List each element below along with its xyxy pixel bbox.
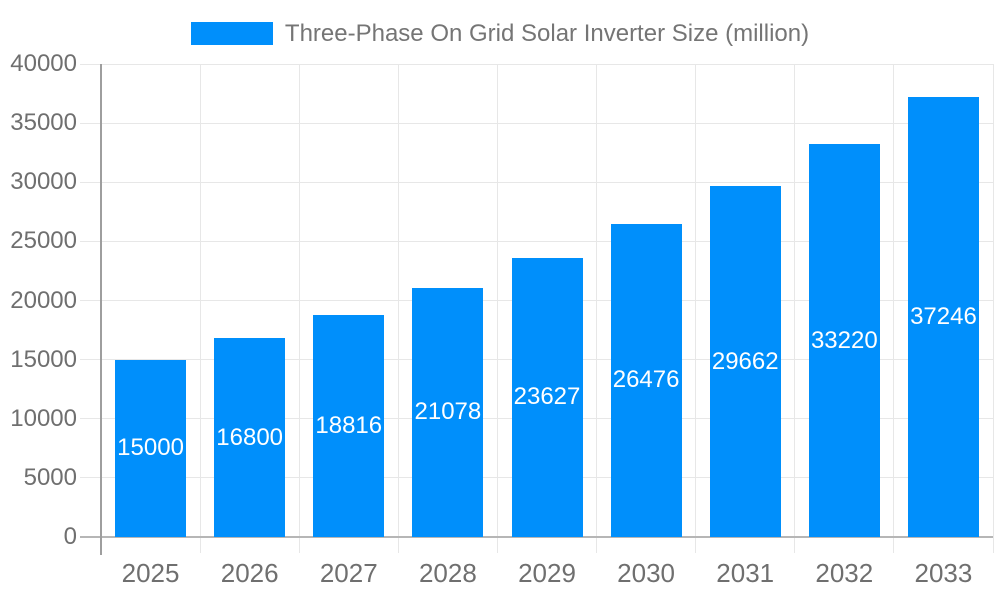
- bar[interactable]: 21078: [412, 287, 484, 537]
- legend-swatch-icon: [190, 22, 273, 45]
- bar-value-label: 37246: [910, 302, 977, 330]
- gridline-h: [80, 181, 993, 183]
- bar[interactable]: 37246: [907, 96, 979, 537]
- legend[interactable]: Three-Phase On Grid Solar Inverter Size …: [0, 20, 1000, 47]
- y-tick-label: 0: [63, 523, 77, 550]
- x-tick-label: 2030: [617, 558, 676, 588]
- bar[interactable]: 26476: [610, 223, 682, 537]
- x-tick-label: 2025: [121, 558, 180, 588]
- gridline-h: [80, 240, 993, 242]
- bar[interactable]: 23627: [511, 257, 583, 537]
- y-axis-line: [100, 64, 102, 555]
- bar-value-label: 18816: [315, 411, 383, 439]
- bar[interactable]: 29662: [709, 186, 781, 537]
- y-tick-label: 25000: [10, 227, 77, 255]
- gridline-v: [199, 64, 201, 553]
- bar[interactable]: 18816: [313, 314, 385, 537]
- y-tick-label: 15000: [10, 345, 77, 373]
- gridline-v: [397, 64, 399, 553]
- x-axis-line: [80, 536, 993, 538]
- bar-value-label: 15000: [117, 434, 184, 462]
- x-tick-label: 2027: [319, 558, 378, 588]
- bar[interactable]: 15000: [115, 359, 187, 537]
- gridline-v: [794, 64, 796, 553]
- y-tick-label: 5000: [23, 463, 77, 491]
- x-tick-label: 2029: [518, 558, 576, 588]
- bar[interactable]: 33220: [808, 144, 880, 537]
- bar-value-label: 29662: [711, 347, 779, 375]
- bar-value-label: 21078: [414, 398, 482, 426]
- gridline-v: [695, 64, 697, 553]
- y-tick-label: 40000: [10, 50, 77, 77]
- y-tick-label: 30000: [10, 168, 77, 196]
- gridline-v: [893, 64, 895, 553]
- gridline-v: [496, 64, 498, 553]
- bar-value-label: 16800: [216, 423, 284, 451]
- gridline-v: [992, 64, 994, 553]
- y-tick-label: 35000: [10, 109, 77, 137]
- bar[interactable]: 16800: [214, 338, 286, 537]
- gridline-h: [80, 122, 993, 124]
- x-tick-label: 2033: [914, 558, 973, 588]
- bar-value-label: 23627: [513, 383, 581, 411]
- gridline-v: [596, 64, 598, 553]
- x-tick-label: 2028: [418, 558, 477, 588]
- gridline-v: [298, 64, 300, 553]
- bar-value-label: 26476: [612, 366, 680, 394]
- x-tick-label: 2031: [716, 558, 775, 588]
- x-tick-label: 2026: [220, 558, 279, 588]
- legend-label: Three-Phase On Grid Solar Inverter Size …: [284, 20, 810, 47]
- gridline-h: [80, 63, 993, 65]
- x-tick-label: 2032: [815, 558, 874, 588]
- y-tick-label: 20000: [10, 286, 77, 314]
- bar-value-label: 33220: [810, 326, 878, 354]
- y-tick-label: 10000: [10, 404, 77, 432]
